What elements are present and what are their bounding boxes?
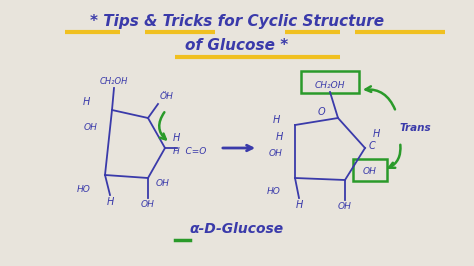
Text: H: H bbox=[373, 129, 380, 139]
Text: H: H bbox=[273, 115, 280, 125]
Text: ÖH: ÖH bbox=[160, 92, 174, 101]
Text: H: H bbox=[275, 132, 283, 142]
Text: of Glucose *: of Glucose * bbox=[185, 38, 289, 53]
Text: CH₂OH: CH₂OH bbox=[315, 81, 345, 90]
Text: OH: OH bbox=[156, 178, 170, 188]
Text: H: H bbox=[295, 200, 303, 210]
Text: H: H bbox=[106, 197, 114, 207]
Text: HO: HO bbox=[267, 188, 281, 197]
Text: * Tips & Tricks for Cyclic Structure: * Tips & Tricks for Cyclic Structure bbox=[90, 14, 384, 29]
Text: C: C bbox=[369, 141, 376, 151]
Text: H: H bbox=[173, 133, 181, 143]
Text: OH: OH bbox=[84, 123, 98, 132]
Text: HO: HO bbox=[77, 185, 91, 193]
Text: Trans: Trans bbox=[400, 123, 432, 133]
Text: H  C=O: H C=O bbox=[173, 148, 206, 156]
Text: α-D-Glucose: α-D-Glucose bbox=[190, 222, 284, 236]
Text: H: H bbox=[82, 97, 90, 107]
Text: OH: OH bbox=[338, 202, 352, 211]
Text: OH: OH bbox=[141, 200, 155, 209]
Text: O: O bbox=[317, 107, 325, 117]
Text: OH: OH bbox=[269, 148, 283, 157]
Text: OH: OH bbox=[363, 168, 377, 177]
Text: CH₂OH: CH₂OH bbox=[100, 77, 128, 86]
